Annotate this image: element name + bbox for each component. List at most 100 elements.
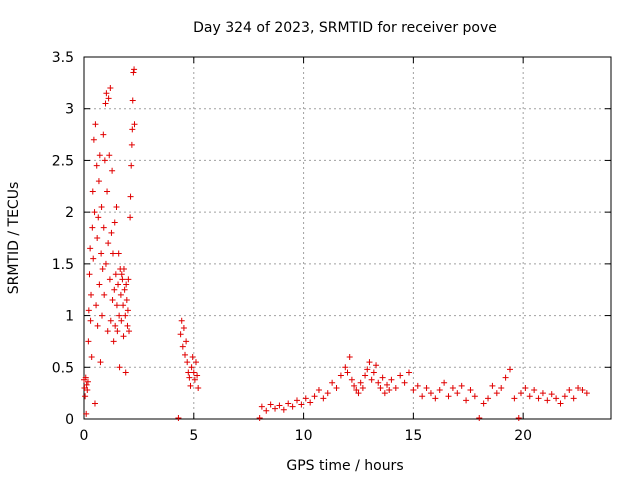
data-point (359, 384, 366, 391)
data-point (471, 393, 478, 400)
data-point (373, 362, 380, 369)
data-point (114, 328, 121, 335)
data-point (315, 387, 322, 394)
data-point (189, 353, 196, 360)
data-point (88, 353, 95, 360)
data-point (109, 250, 116, 257)
data-point (368, 376, 375, 383)
data-point (124, 322, 131, 329)
data-point (87, 317, 94, 324)
data-point (178, 317, 185, 324)
data-point (102, 100, 109, 107)
data-point (320, 395, 327, 402)
data-point (583, 390, 590, 397)
data-point (101, 157, 108, 164)
data-point (117, 291, 124, 298)
y-axis-label: SRMTID / TECUs (6, 182, 22, 295)
data-point (381, 390, 388, 397)
data-point (348, 376, 355, 383)
data-point (427, 390, 434, 397)
data-point (95, 178, 102, 185)
data-point (570, 395, 577, 402)
y-tick-label: 1.5 (52, 257, 74, 273)
data-point (272, 405, 279, 412)
data-point (123, 281, 130, 288)
data-point (88, 291, 95, 298)
data-point (342, 364, 349, 371)
data-point (90, 136, 97, 143)
data-point (120, 333, 127, 340)
data-point (179, 343, 186, 350)
chart-title: Day 324 of 2023, SRMTID for receiver pov… (193, 20, 497, 36)
data-point (506, 366, 513, 373)
data-point (293, 397, 300, 404)
data-point (445, 393, 452, 400)
y-tick-label: 2.5 (52, 153, 74, 169)
data-point (122, 369, 129, 376)
data-point (98, 203, 105, 210)
data-point (344, 369, 351, 376)
data-point (124, 307, 131, 314)
data-point (186, 374, 193, 381)
y-tick-label: 0 (65, 412, 74, 428)
data-point (129, 97, 136, 104)
data-point (85, 307, 92, 314)
data-point (463, 397, 470, 404)
data-point (256, 414, 263, 421)
data-point (535, 395, 542, 402)
x-tick-label: 20 (514, 428, 532, 444)
data-point (115, 250, 122, 257)
data-point (502, 374, 509, 381)
y-tick-label: 0.5 (52, 360, 74, 376)
data-point (410, 387, 417, 394)
data-point (386, 387, 393, 394)
data-point (94, 322, 101, 329)
data-point (129, 126, 136, 133)
data-point (579, 387, 586, 394)
data-point (91, 400, 98, 407)
data-point (357, 379, 364, 386)
data-point (377, 384, 384, 391)
grid (84, 57, 611, 419)
data-point (485, 395, 492, 402)
data-point (100, 131, 107, 138)
data-point (101, 291, 108, 298)
data-point (87, 245, 94, 252)
data-point (566, 387, 573, 394)
data-point (93, 302, 100, 309)
data-point (419, 393, 426, 400)
data-point (110, 338, 117, 345)
data-point (489, 382, 496, 389)
data-point (131, 66, 138, 73)
data-point (195, 384, 202, 391)
data-point (96, 281, 103, 288)
data-point (106, 276, 113, 283)
data-point (115, 281, 122, 288)
y-tick-label: 3 (65, 102, 74, 118)
data-points (81, 66, 590, 421)
data-point (121, 286, 128, 293)
data-point (116, 312, 123, 319)
data-point (130, 69, 137, 76)
data-point (83, 381, 90, 388)
data-point (522, 384, 529, 391)
plot-frame (83, 56, 612, 420)
data-point (276, 402, 283, 409)
data-point (84, 378, 91, 385)
data-point (539, 390, 546, 397)
data-point (120, 302, 127, 309)
data-point (333, 384, 340, 391)
data-point (480, 400, 487, 407)
data-point (263, 407, 270, 414)
data-point (113, 203, 120, 210)
data-point (113, 302, 120, 309)
x-tick-label: 5 (189, 428, 198, 444)
data-point (93, 162, 100, 169)
data-point (258, 403, 265, 410)
data-point (90, 255, 97, 262)
data-point (362, 372, 369, 379)
data-point (126, 328, 133, 335)
data-point (289, 403, 296, 410)
data-point (104, 188, 111, 195)
